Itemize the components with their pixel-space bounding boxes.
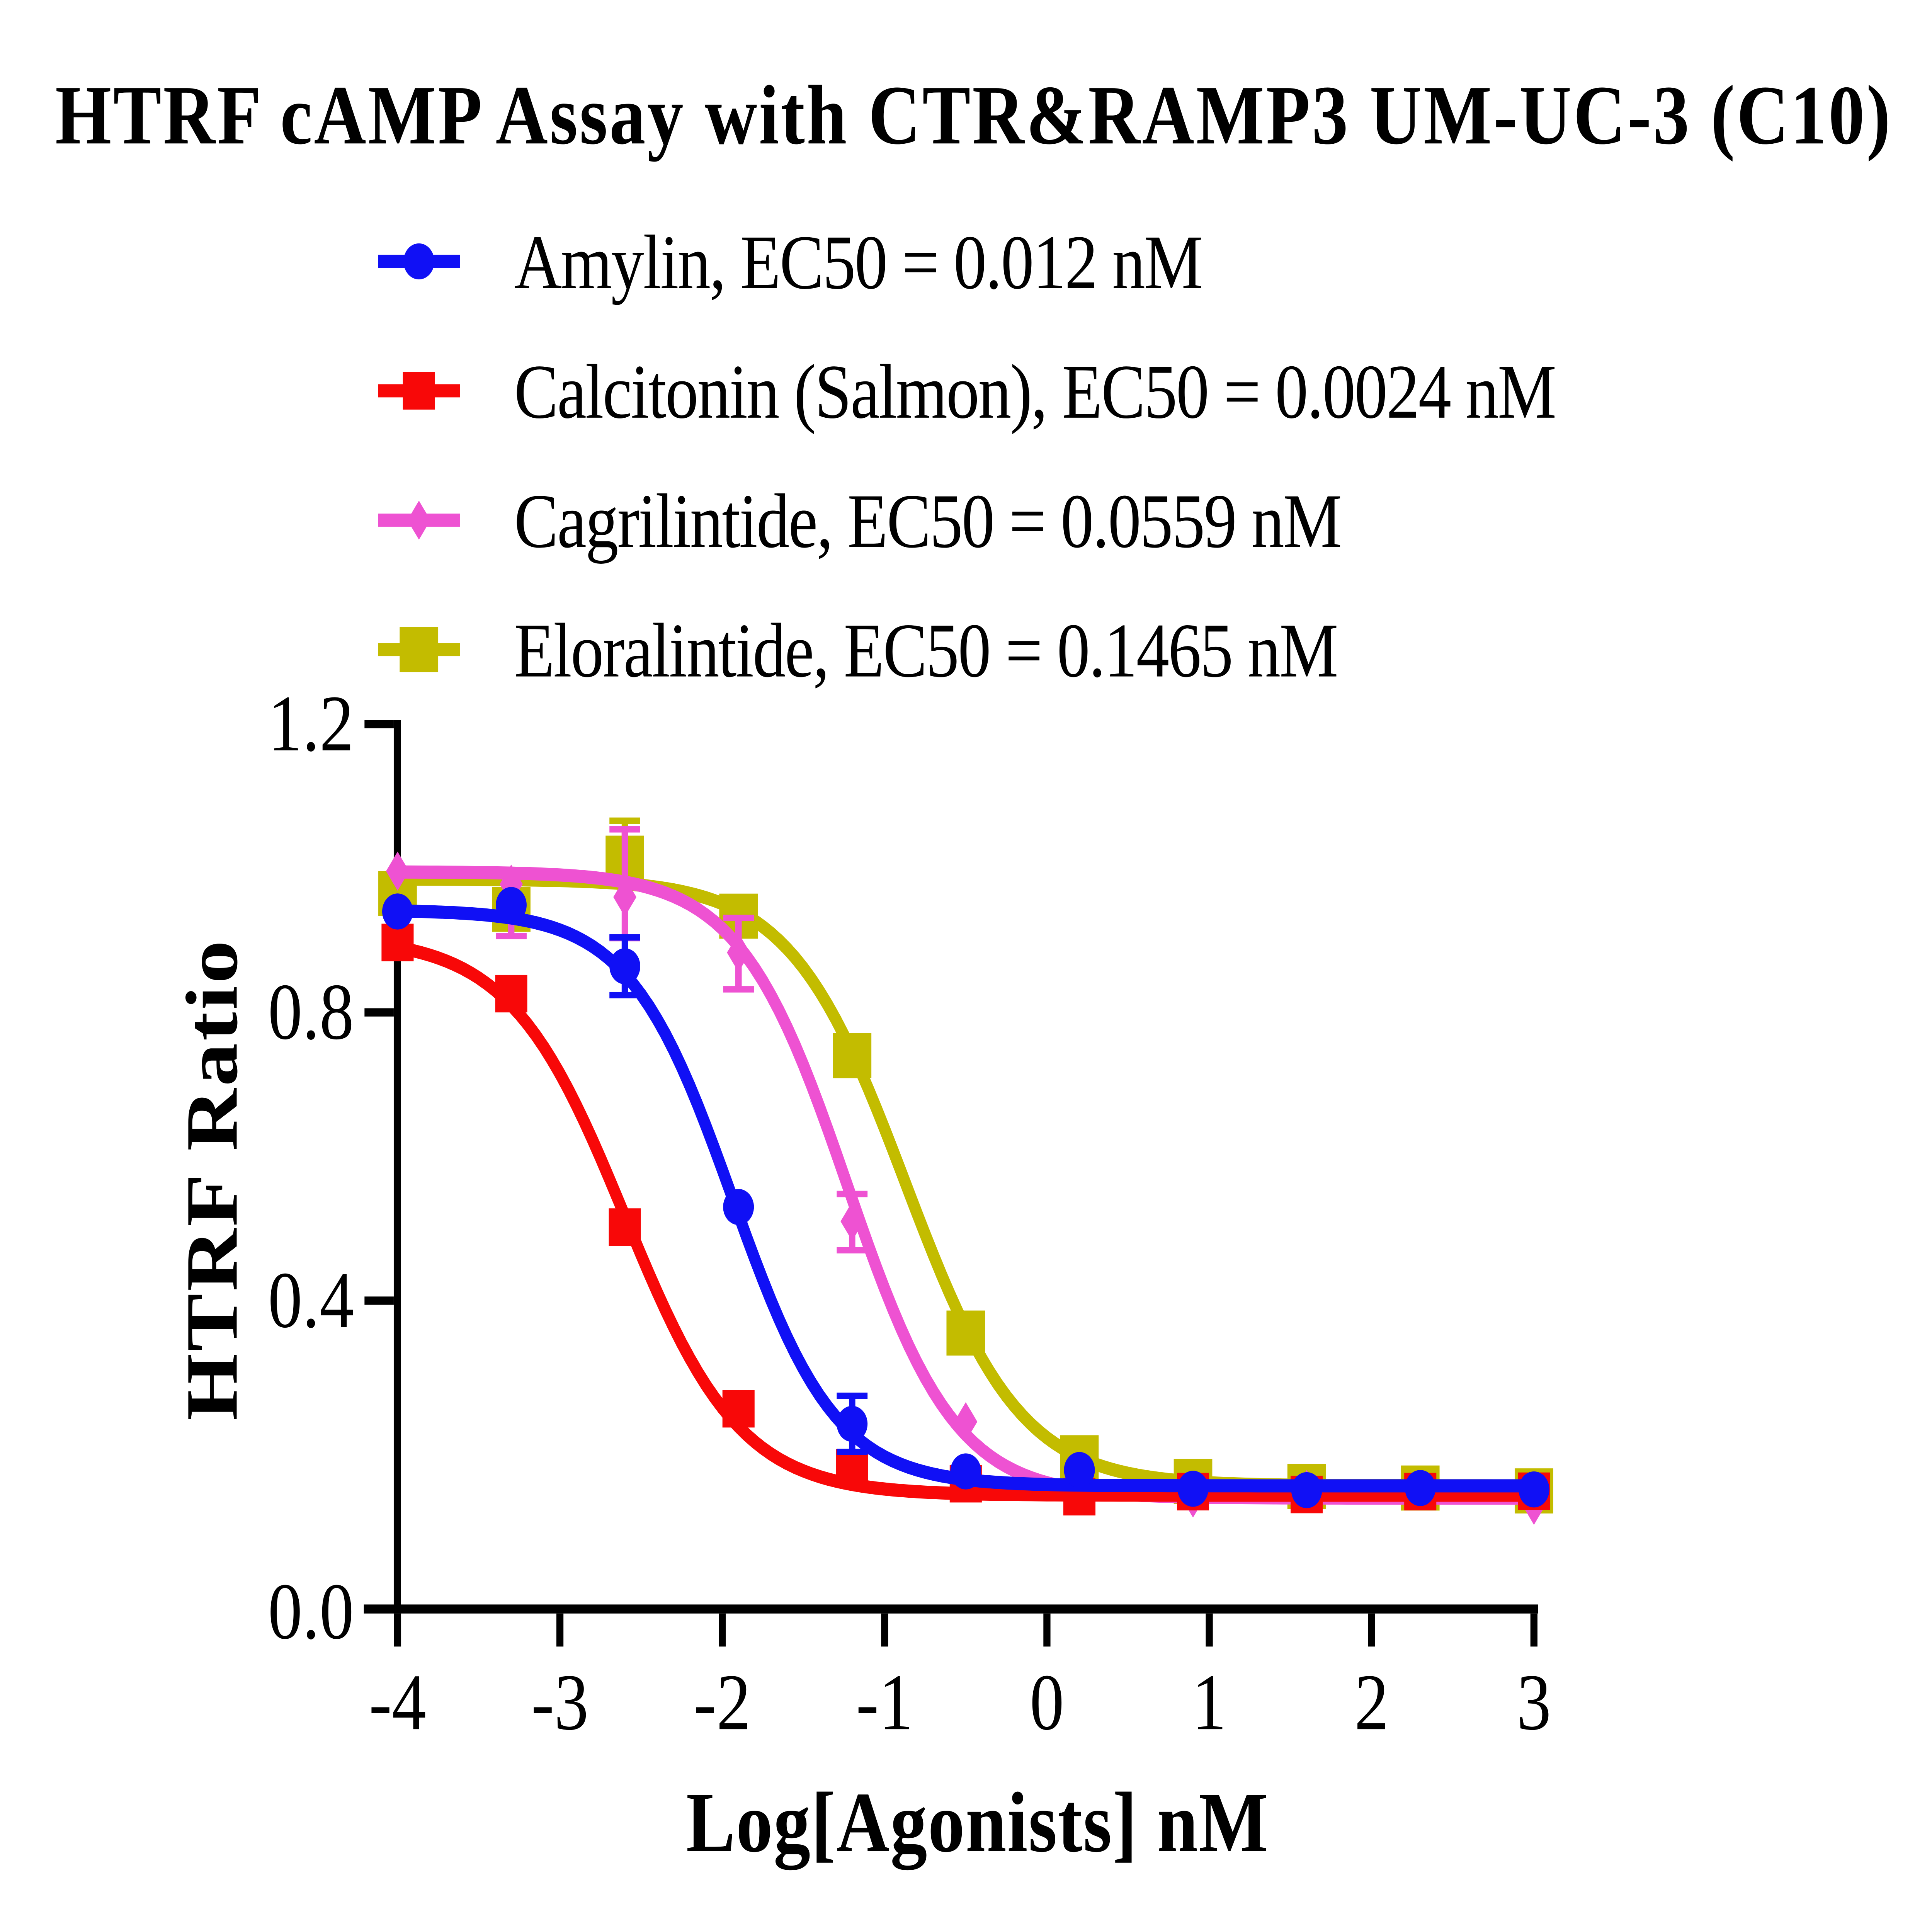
svg-text:2: 2 [1354, 1658, 1389, 1747]
svg-text:-4: -4 [369, 1658, 426, 1747]
svg-text:3: 3 [1517, 1658, 1551, 1747]
svg-text:HTRF Ratio: HTRF Ratio [171, 938, 253, 1420]
svg-text:Log[Agonists] nM: Log[Agonists] nM [686, 1774, 1269, 1870]
svg-text:0.8: 0.8 [268, 967, 354, 1056]
svg-text:1: 1 [1192, 1658, 1226, 1747]
svg-text:Calcitonin (Salmon), EC50 = 0.: Calcitonin (Salmon), EC50 = 0.0024 nM [514, 349, 1556, 435]
svg-text:HTRF cAMP Assay with CTR&RAMP3: HTRF cAMP Assay with CTR&RAMP3 UM-UC-3 (… [55, 69, 1892, 162]
svg-text:Amylin, EC50 = 0.012 nM: Amylin, EC50 = 0.012 nM [514, 220, 1202, 305]
svg-text:-1: -1 [856, 1658, 913, 1747]
svg-text:0: 0 [1030, 1658, 1064, 1747]
svg-text:0.4: 0.4 [268, 1255, 354, 1344]
svg-text:Cagrilintide, EC50 = 0.0559 nM: Cagrilintide, EC50 = 0.0559 nM [514, 478, 1341, 564]
svg-text:1.2: 1.2 [268, 679, 354, 768]
svg-text:0.0: 0.0 [268, 1567, 354, 1656]
svg-text:-3: -3 [531, 1658, 588, 1747]
svg-text:Eloralintide, EC50 = 0.1465 nM: Eloralintide, EC50 = 0.1465 nM [514, 608, 1337, 693]
svg-text:-2: -2 [694, 1658, 751, 1747]
